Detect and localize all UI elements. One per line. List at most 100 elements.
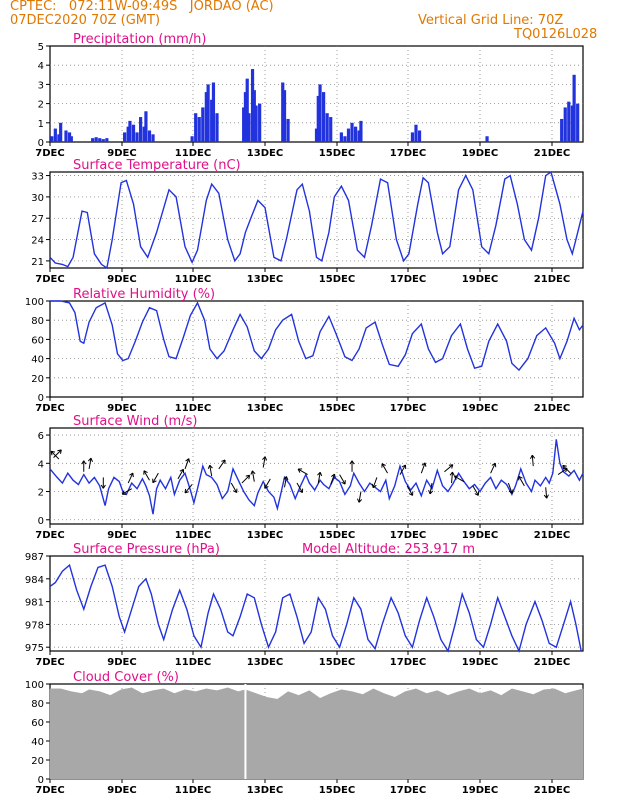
precip-bar <box>128 120 132 142</box>
precip-bar <box>194 113 198 142</box>
wind-arrow-head <box>179 468 185 474</box>
x-tick-label: 17DEC <box>390 657 426 668</box>
precip-bar <box>254 105 258 142</box>
x-tick-label: 21DEC <box>534 274 570 285</box>
precip-bar <box>64 130 68 142</box>
x-tick-label: 15DEC <box>319 785 355 796</box>
y-tick-label: 60 <box>31 718 44 729</box>
y-tick-label: 978 <box>25 620 44 631</box>
precip-bar <box>353 126 358 142</box>
y-tick-label: 27 <box>31 214 44 225</box>
precip-bar <box>282 90 287 142</box>
precip-bar <box>316 95 320 142</box>
precip-bar <box>242 107 246 142</box>
panel-title: Precipitation (mm/h) <box>73 32 206 47</box>
wind-arrow <box>297 468 308 476</box>
x-tick-label: 7DEC <box>35 274 64 285</box>
wind-arrow <box>218 459 226 470</box>
precip-bar <box>414 124 418 142</box>
y-tick-label: 80 <box>31 699 44 710</box>
x-tick-label: 21DEC <box>534 148 570 159</box>
x-tick-label: 17DEC <box>390 274 426 285</box>
wind-arrow-head <box>121 490 127 495</box>
x-tick-label: 21DEC <box>534 403 570 414</box>
precip-bar <box>322 92 326 142</box>
precip-bar <box>567 101 571 142</box>
wind-arrow <box>230 482 238 493</box>
series-line <box>50 300 584 372</box>
x-tick-label: 11DEC <box>175 148 211 159</box>
wind-arrow-head <box>562 464 567 470</box>
wind-arrow-head <box>232 488 238 494</box>
precip-bar <box>346 128 351 142</box>
y-tick-label: 3 <box>38 80 44 91</box>
wind-arrow <box>531 455 534 467</box>
x-tick-label: 13DEC <box>247 274 283 285</box>
y-tick-label: 30 <box>31 193 44 204</box>
precip-bar <box>139 117 143 142</box>
x-tick-label: 13DEC <box>247 148 283 159</box>
series-line <box>49 439 584 515</box>
wind-arrow <box>562 465 571 474</box>
precip-bar <box>57 134 61 142</box>
panel-title: Surface Temperature (nC) <box>73 158 241 173</box>
precip-bar <box>485 136 489 142</box>
wind-arrow-head <box>421 462 427 467</box>
wind-arrow <box>420 462 426 474</box>
precip-bar <box>570 105 574 142</box>
x-tick-label: 21DEC <box>534 530 570 541</box>
series-line <box>49 563 582 654</box>
series-line <box>49 170 584 270</box>
x-tick-label: 7DEC <box>35 148 64 159</box>
wind-arrow-head <box>349 460 355 465</box>
y-tick-label: 0 <box>38 775 44 786</box>
wind-arrow <box>262 456 266 468</box>
x-tick-label: 17DEC <box>390 785 426 796</box>
x-tick-label: 7DEC <box>35 530 64 541</box>
precip-bar <box>69 136 73 142</box>
precip-bar <box>144 111 148 142</box>
wind-arrow-head <box>453 475 459 480</box>
precip-bar <box>67 132 72 142</box>
x-tick-label: 17DEC <box>390 403 426 414</box>
precip-bar <box>247 113 251 142</box>
precip-bar <box>50 136 54 142</box>
x-tick-label: 19DEC <box>462 274 498 285</box>
precip-bar <box>572 74 576 142</box>
wind-arrow-head <box>408 491 414 496</box>
precip-bar <box>147 130 152 142</box>
wind-arrow <box>143 470 150 481</box>
wind-arrow-head <box>371 483 377 489</box>
precip-bar <box>343 136 347 142</box>
y-tick-label: 987 <box>25 552 44 563</box>
x-tick-label: 15DEC <box>319 403 355 414</box>
x-tick-label: 7DEC <box>35 785 64 796</box>
y-tick-label: 20 <box>31 756 44 767</box>
header-location: CPTEC: 072:11W-09:49S JORDAO (AC) <box>10 0 274 14</box>
y-tick-label: 4 <box>38 61 44 72</box>
precip-bar <box>250 69 255 142</box>
y-tick-label: 2 <box>38 488 44 499</box>
wind-arrow-head <box>357 498 363 503</box>
x-tick-label: 17DEC <box>390 530 426 541</box>
wind-arrow <box>209 465 213 477</box>
x-tick-label: 7DEC <box>35 657 64 668</box>
y-tick-label: 981 <box>25 598 44 609</box>
precip-bar <box>135 132 139 142</box>
panel-annotation: Model Altitude: 253.917 m <box>302 542 475 557</box>
wind-arrow-head <box>50 450 56 456</box>
precip-bar <box>286 118 290 142</box>
precip-bar <box>123 132 127 142</box>
wind-arrow <box>184 458 190 470</box>
y-tick-label: 5 <box>38 42 44 53</box>
precip-bar <box>101 139 105 142</box>
precip-bar <box>197 117 201 142</box>
x-tick-label: 9DEC <box>107 274 136 285</box>
panel-frame <box>49 427 584 525</box>
x-tick-label: 13DEC <box>247 530 283 541</box>
y-tick-label: 975 <box>25 643 44 654</box>
precip-bar <box>410 132 415 142</box>
x-tick-label: 11DEC <box>175 785 211 796</box>
wind-arrow <box>545 487 548 499</box>
panel-title: Cloud Cover (%) <box>73 670 179 685</box>
